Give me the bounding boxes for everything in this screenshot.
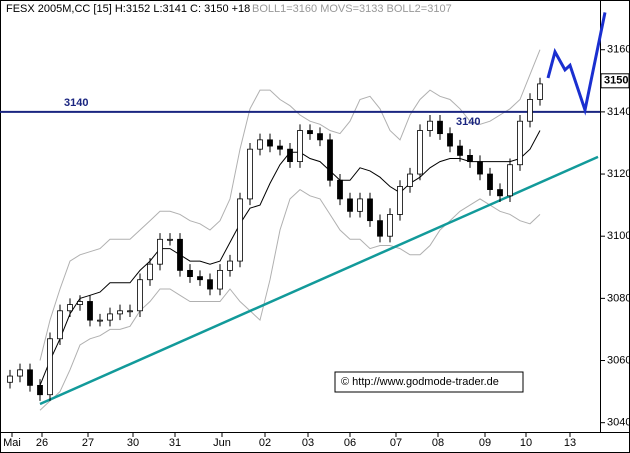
last-price-label: 3150 — [604, 75, 628, 87]
candle-body — [447, 133, 453, 147]
candle-body — [377, 220, 383, 237]
header-bg — [2, 2, 432, 16]
candle-body — [347, 198, 353, 212]
candle-body — [57, 310, 63, 340]
annotation: 3140 — [64, 97, 88, 109]
x-tick-label: 07 — [390, 437, 402, 449]
candle-body — [437, 120, 443, 135]
candle-body — [237, 198, 243, 262]
candle-body — [397, 186, 403, 215]
candle-body — [217, 269, 223, 290]
candle-body — [147, 263, 153, 281]
y-tick-label: 3080 — [607, 292, 630, 304]
candle-body — [297, 130, 303, 163]
indicator-text: BOLL1=3160 MOVS=3133 BOLL2=3107 — [252, 3, 452, 15]
candle-body — [187, 269, 193, 278]
copyright-box — [334, 371, 524, 393]
candle-body — [117, 310, 123, 315]
x-tick-label: 30 — [127, 437, 139, 449]
band-line — [39, 49, 541, 361]
y-tick-label: 3040 — [607, 417, 630, 429]
candle-body — [317, 133, 323, 141]
candle-body — [367, 198, 373, 222]
last-price-box — [600, 73, 630, 89]
candle-body — [107, 313, 113, 321]
y-tick-label: 3160 — [607, 44, 630, 56]
chart-title: FESX 2005M,CC [15] H:3152 L:3141 C: 3150… — [6, 3, 250, 15]
x-tick-label: 08 — [432, 437, 444, 449]
candle-body — [37, 384, 43, 396]
candle-body — [507, 164, 513, 197]
candle-body — [7, 375, 13, 383]
candle-body — [357, 198, 363, 212]
candle-body — [477, 161, 483, 175]
candle-body — [207, 279, 213, 290]
candle-body — [227, 260, 233, 271]
candle-body — [337, 179, 343, 200]
x-tick-label: Mai — [3, 437, 21, 449]
x-tick-label: 10 — [520, 437, 532, 449]
x-tick-label: Jun — [213, 437, 231, 449]
candle-body — [287, 148, 293, 163]
candle-body — [487, 173, 493, 190]
candle-body — [427, 120, 433, 131]
band-line — [39, 188, 541, 411]
x-tick-label: 09 — [479, 437, 491, 449]
candle-body — [137, 279, 143, 312]
trend-line — [39, 155, 599, 406]
candle-body — [277, 145, 283, 150]
y-tick-label: 3120 — [607, 168, 630, 180]
x-tick-label: 02 — [259, 437, 271, 449]
candle-body — [407, 173, 413, 187]
candle-body — [537, 83, 543, 100]
x-tick-label: 26 — [36, 437, 48, 449]
x-tick-label: 27 — [82, 437, 94, 449]
projection-line — [546, 12, 607, 116]
candle-body — [247, 148, 253, 200]
candle-body — [27, 369, 33, 386]
plot — [0, 12, 607, 411]
candle-body — [527, 99, 533, 122]
candle-body — [417, 130, 423, 175]
candle-body — [167, 238, 173, 241]
copyright: © http://www.godmode-trader.de — [341, 376, 499, 388]
candle-body — [457, 145, 463, 156]
candle-body — [177, 238, 183, 271]
candle-body — [467, 154, 473, 163]
candle-body — [87, 301, 93, 321]
x-tick-label: 13 — [564, 437, 576, 449]
candle-body — [497, 189, 503, 197]
candle-body — [257, 139, 263, 150]
candle-body — [197, 276, 203, 281]
candle-body — [387, 214, 393, 237]
x-tick-label: 06 — [344, 437, 356, 449]
x-tick-label: 31 — [169, 437, 181, 449]
y-tick-label: 3140 — [607, 106, 630, 118]
y-tick-label: 3100 — [607, 230, 630, 242]
candle-body — [307, 130, 313, 135]
candle-body — [77, 301, 83, 305]
candle-body — [327, 139, 333, 181]
candle-body — [127, 310, 133, 313]
annotation: 3140 — [456, 116, 480, 128]
x-tick-label: 03 — [302, 437, 314, 449]
candle-body — [97, 319, 103, 322]
y-tick-label: 3060 — [607, 354, 630, 366]
candle-body — [157, 238, 163, 265]
candle-body — [17, 369, 23, 377]
candle-body — [47, 338, 53, 396]
candle-body — [517, 120, 523, 166]
candle-body — [267, 139, 273, 147]
candle-body — [67, 304, 73, 312]
